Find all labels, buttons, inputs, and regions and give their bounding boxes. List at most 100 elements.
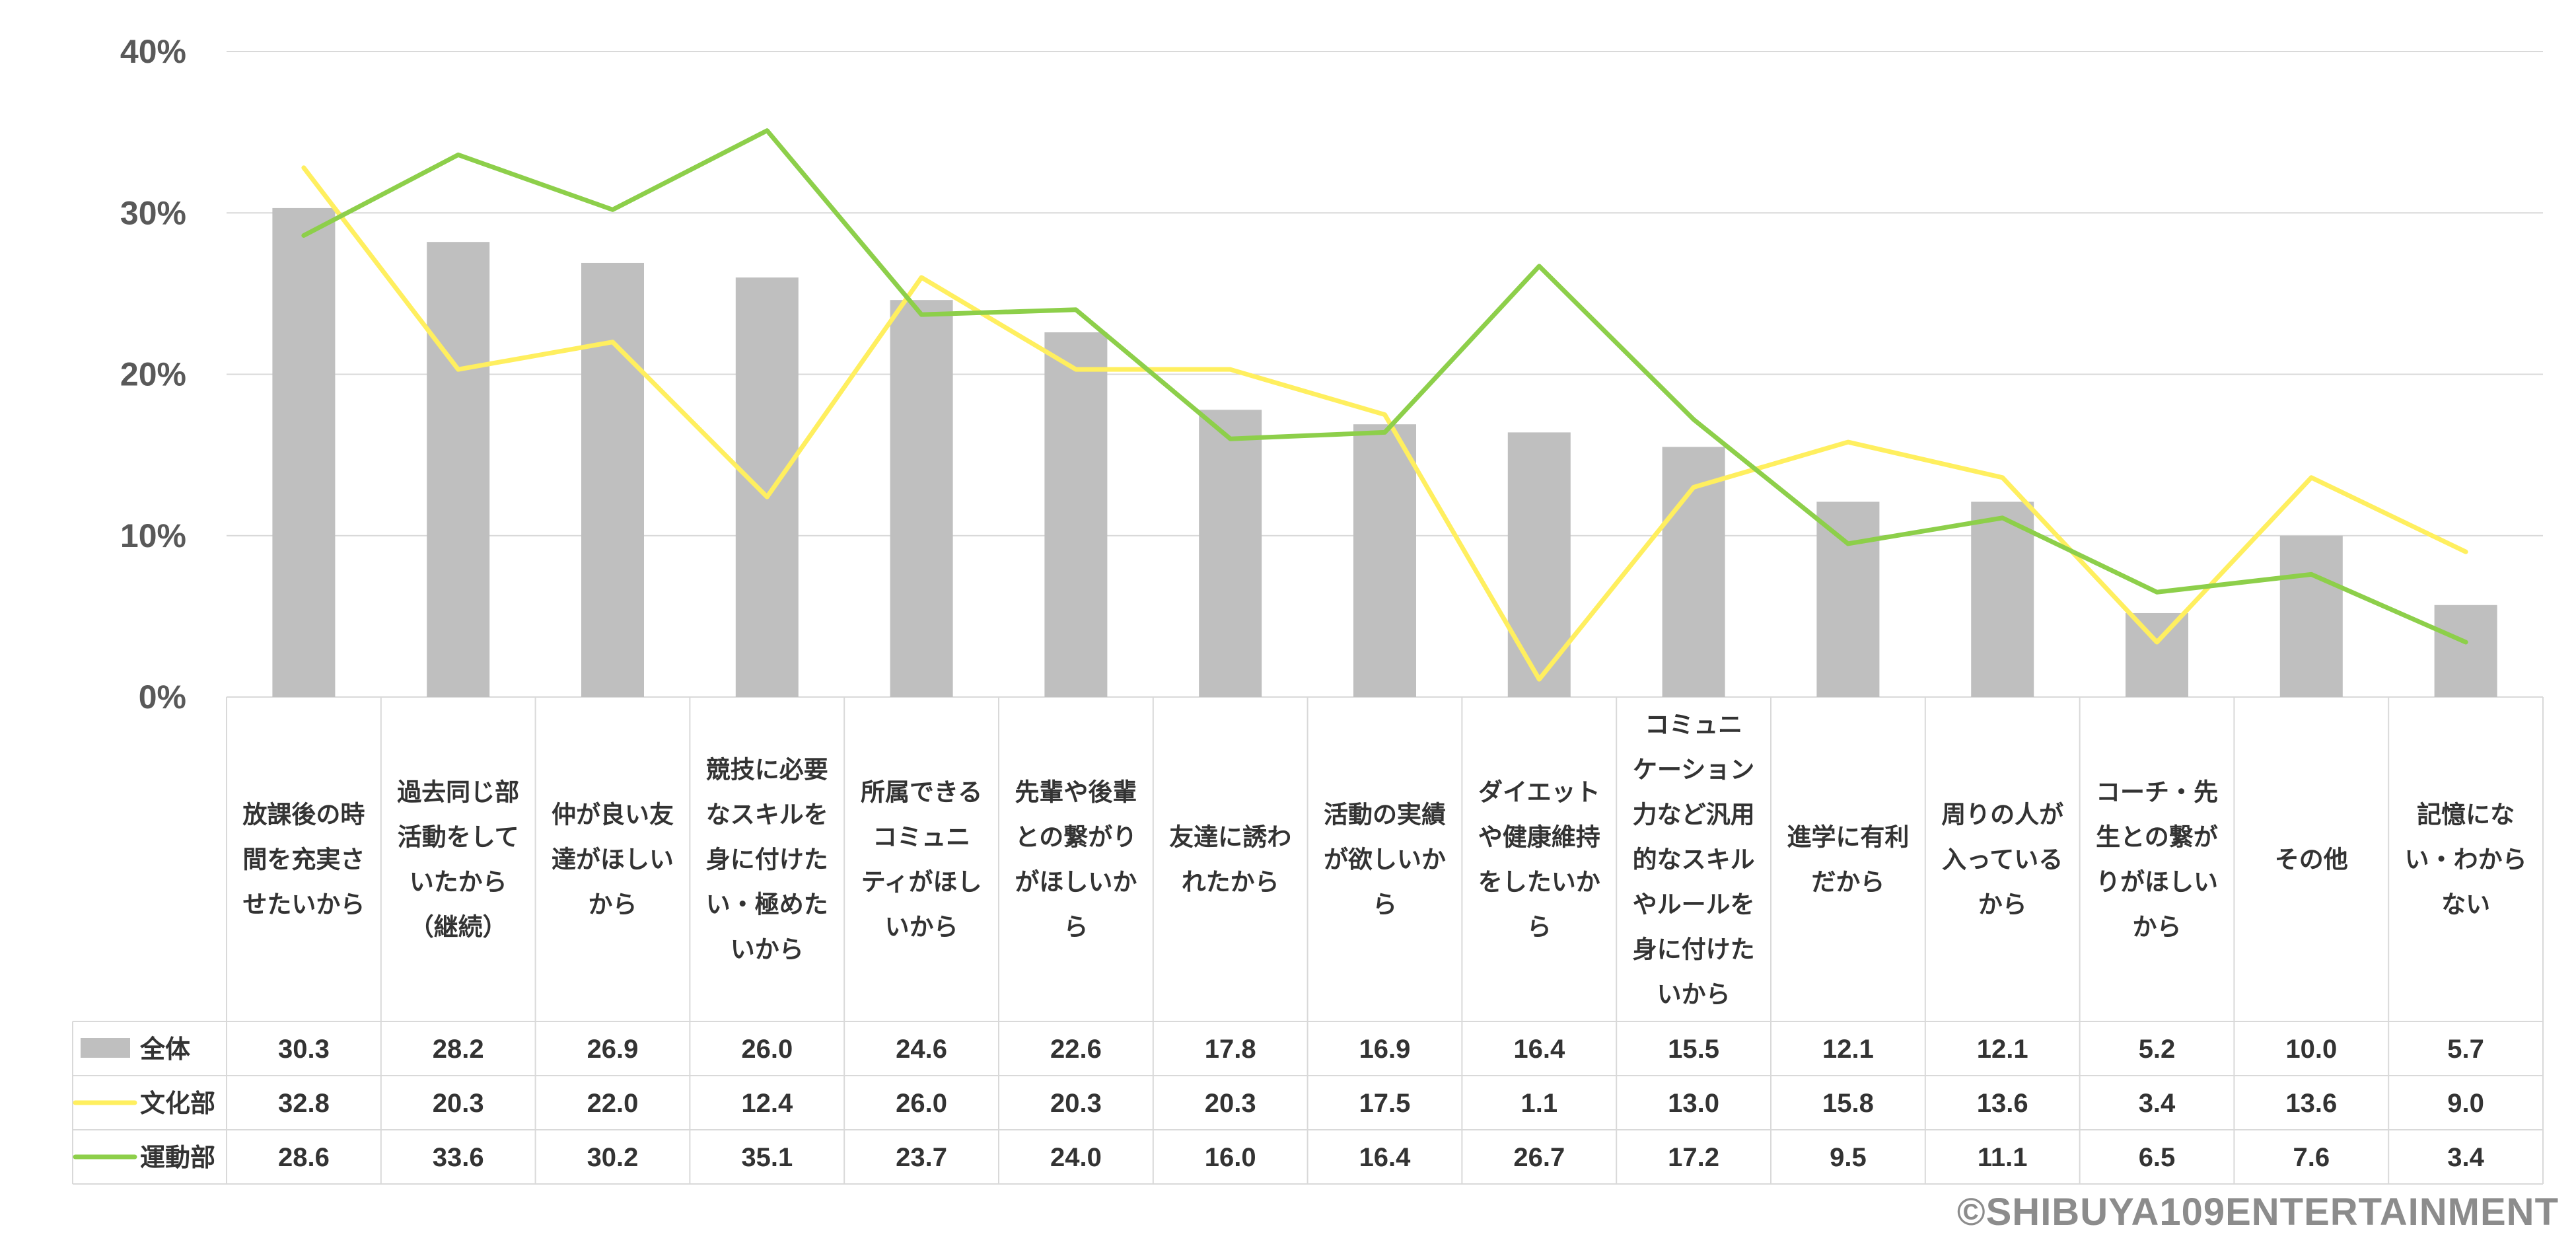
data-label: 26.9: [587, 1035, 639, 1064]
category-label-line: 友達に誘わ: [1169, 823, 1291, 852]
category-label-line: コミュニ: [873, 823, 970, 852]
legend-label: 全体: [139, 1035, 190, 1064]
data-label: 16.0: [1205, 1143, 1256, 1172]
category-label-line: ケーション: [1633, 756, 1754, 784]
data-label: 5.7: [2447, 1035, 2484, 1064]
data-label: 6.5: [2139, 1143, 2176, 1172]
data-label: 12.4: [741, 1089, 793, 1118]
category-label-line: 身に付けた: [706, 846, 828, 874]
category-label-line: いから: [731, 936, 804, 964]
data-label: 16.9: [1359, 1035, 1411, 1064]
category-label-line: から: [2133, 913, 2182, 941]
category-label-line: 入っている: [1942, 846, 2063, 874]
category-label-line: い・極めた: [706, 891, 828, 919]
category-label-line: 記憶にな: [2417, 801, 2515, 829]
bar: [1044, 332, 1108, 697]
data-label: 30.3: [278, 1035, 330, 1064]
category-label-line: 進学に有利: [1787, 823, 1909, 852]
category-label-line: いたから: [410, 868, 507, 897]
data-label: 5.2: [2139, 1035, 2176, 1064]
bar: [427, 242, 490, 698]
data-label: 30.2: [587, 1143, 639, 1172]
category-label-line: いから: [885, 913, 958, 941]
data-label: 24.6: [896, 1035, 947, 1064]
category-label-line: ダイエット: [1478, 778, 1600, 807]
bar: [890, 300, 953, 697]
category-label-line: ら: [1063, 913, 1088, 941]
category-label-line: 所属できる: [861, 778, 982, 807]
legend-swatch-bar: [81, 1038, 130, 1058]
category-label-line: なスキルを: [706, 801, 828, 829]
category-label-line: ティがほし: [861, 868, 982, 897]
data-label: 15.5: [1668, 1035, 1719, 1064]
category-label-line: 仲が良い友: [552, 801, 674, 829]
series-line: [301, 165, 2468, 682]
data-label: 20.3: [1050, 1089, 1102, 1118]
data-label: 26.0: [741, 1035, 793, 1064]
category-label-line: 間を充実さ: [242, 846, 365, 874]
data-label: 17.5: [1359, 1089, 1411, 1118]
bar-series-overall: [272, 207, 2497, 698]
line-series: [301, 128, 2468, 682]
category-label-line: その他: [2275, 846, 2348, 874]
data-label: 16.4: [1513, 1035, 1565, 1064]
category-label-line: 身に付けた: [1633, 936, 1755, 964]
data-label: 9.0: [2447, 1089, 2484, 1118]
data-label: 28.6: [278, 1143, 330, 1172]
category-label-line: コーチ・先: [2096, 778, 2218, 807]
category-label-line: ら: [1527, 913, 1552, 941]
category-label-line: をしたいか: [1478, 868, 1600, 897]
y-tick-label: 20%: [120, 356, 186, 393]
category-label-line: 達がほしい: [552, 846, 674, 874]
category-label-line: 生との繋が: [2096, 823, 2218, 852]
data-label: 23.7: [896, 1143, 947, 1172]
bar: [581, 262, 644, 697]
category-label-line: 活動をして: [398, 823, 519, 852]
legend-label: 文化部: [140, 1089, 215, 1118]
data-label: 26.7: [1513, 1143, 1565, 1172]
data-label: 33.6: [433, 1143, 484, 1172]
category-label-line: や健康維持: [1478, 823, 1600, 852]
data-label: 32.8: [278, 1089, 330, 1118]
data-label: 13.6: [2285, 1089, 2337, 1118]
copyright-text: ©SHIBUYA109ENTERTAINMENT: [1956, 1191, 2559, 1234]
series-line: [301, 128, 2468, 645]
data-label: 11.1: [1978, 1143, 2028, 1172]
category-label-line: 競技に必要: [706, 756, 828, 784]
category-label-line: 放課後の時: [242, 801, 365, 829]
legend-label: 運動部: [140, 1143, 215, 1172]
bar: [1353, 424, 1416, 697]
bar: [2279, 535, 2343, 697]
category-label-line: 的なスキル: [1633, 846, 1755, 874]
data-label: 13.0: [1668, 1089, 1719, 1118]
category-label-line: い・わから: [2405, 846, 2527, 874]
bar: [1971, 501, 2034, 697]
y-axis: 0% 10% 20% 30% 40%: [120, 33, 186, 716]
category-label-line: れたから: [1182, 868, 1279, 897]
data-label: 7.6: [2293, 1143, 2330, 1172]
bar: [1662, 447, 1725, 697]
category-label-line: コミュニ: [1645, 711, 1742, 739]
data-label: 3.4: [2447, 1143, 2484, 1172]
bar: [272, 207, 336, 697]
category-label-line: から: [589, 891, 637, 919]
category-label: その他: [2275, 846, 2348, 874]
category-label-line: 力など汎用: [1633, 801, 1755, 829]
data-label: 28.2: [433, 1035, 484, 1064]
category-label-line: いから: [1657, 980, 1731, 1009]
data-label: 35.1: [741, 1143, 793, 1172]
category-label-line: がほしいか: [1015, 868, 1137, 897]
data-label: 15.8: [1822, 1089, 1874, 1118]
y-tick-label: 30%: [120, 194, 186, 231]
data-label: 17.2: [1668, 1143, 1719, 1172]
